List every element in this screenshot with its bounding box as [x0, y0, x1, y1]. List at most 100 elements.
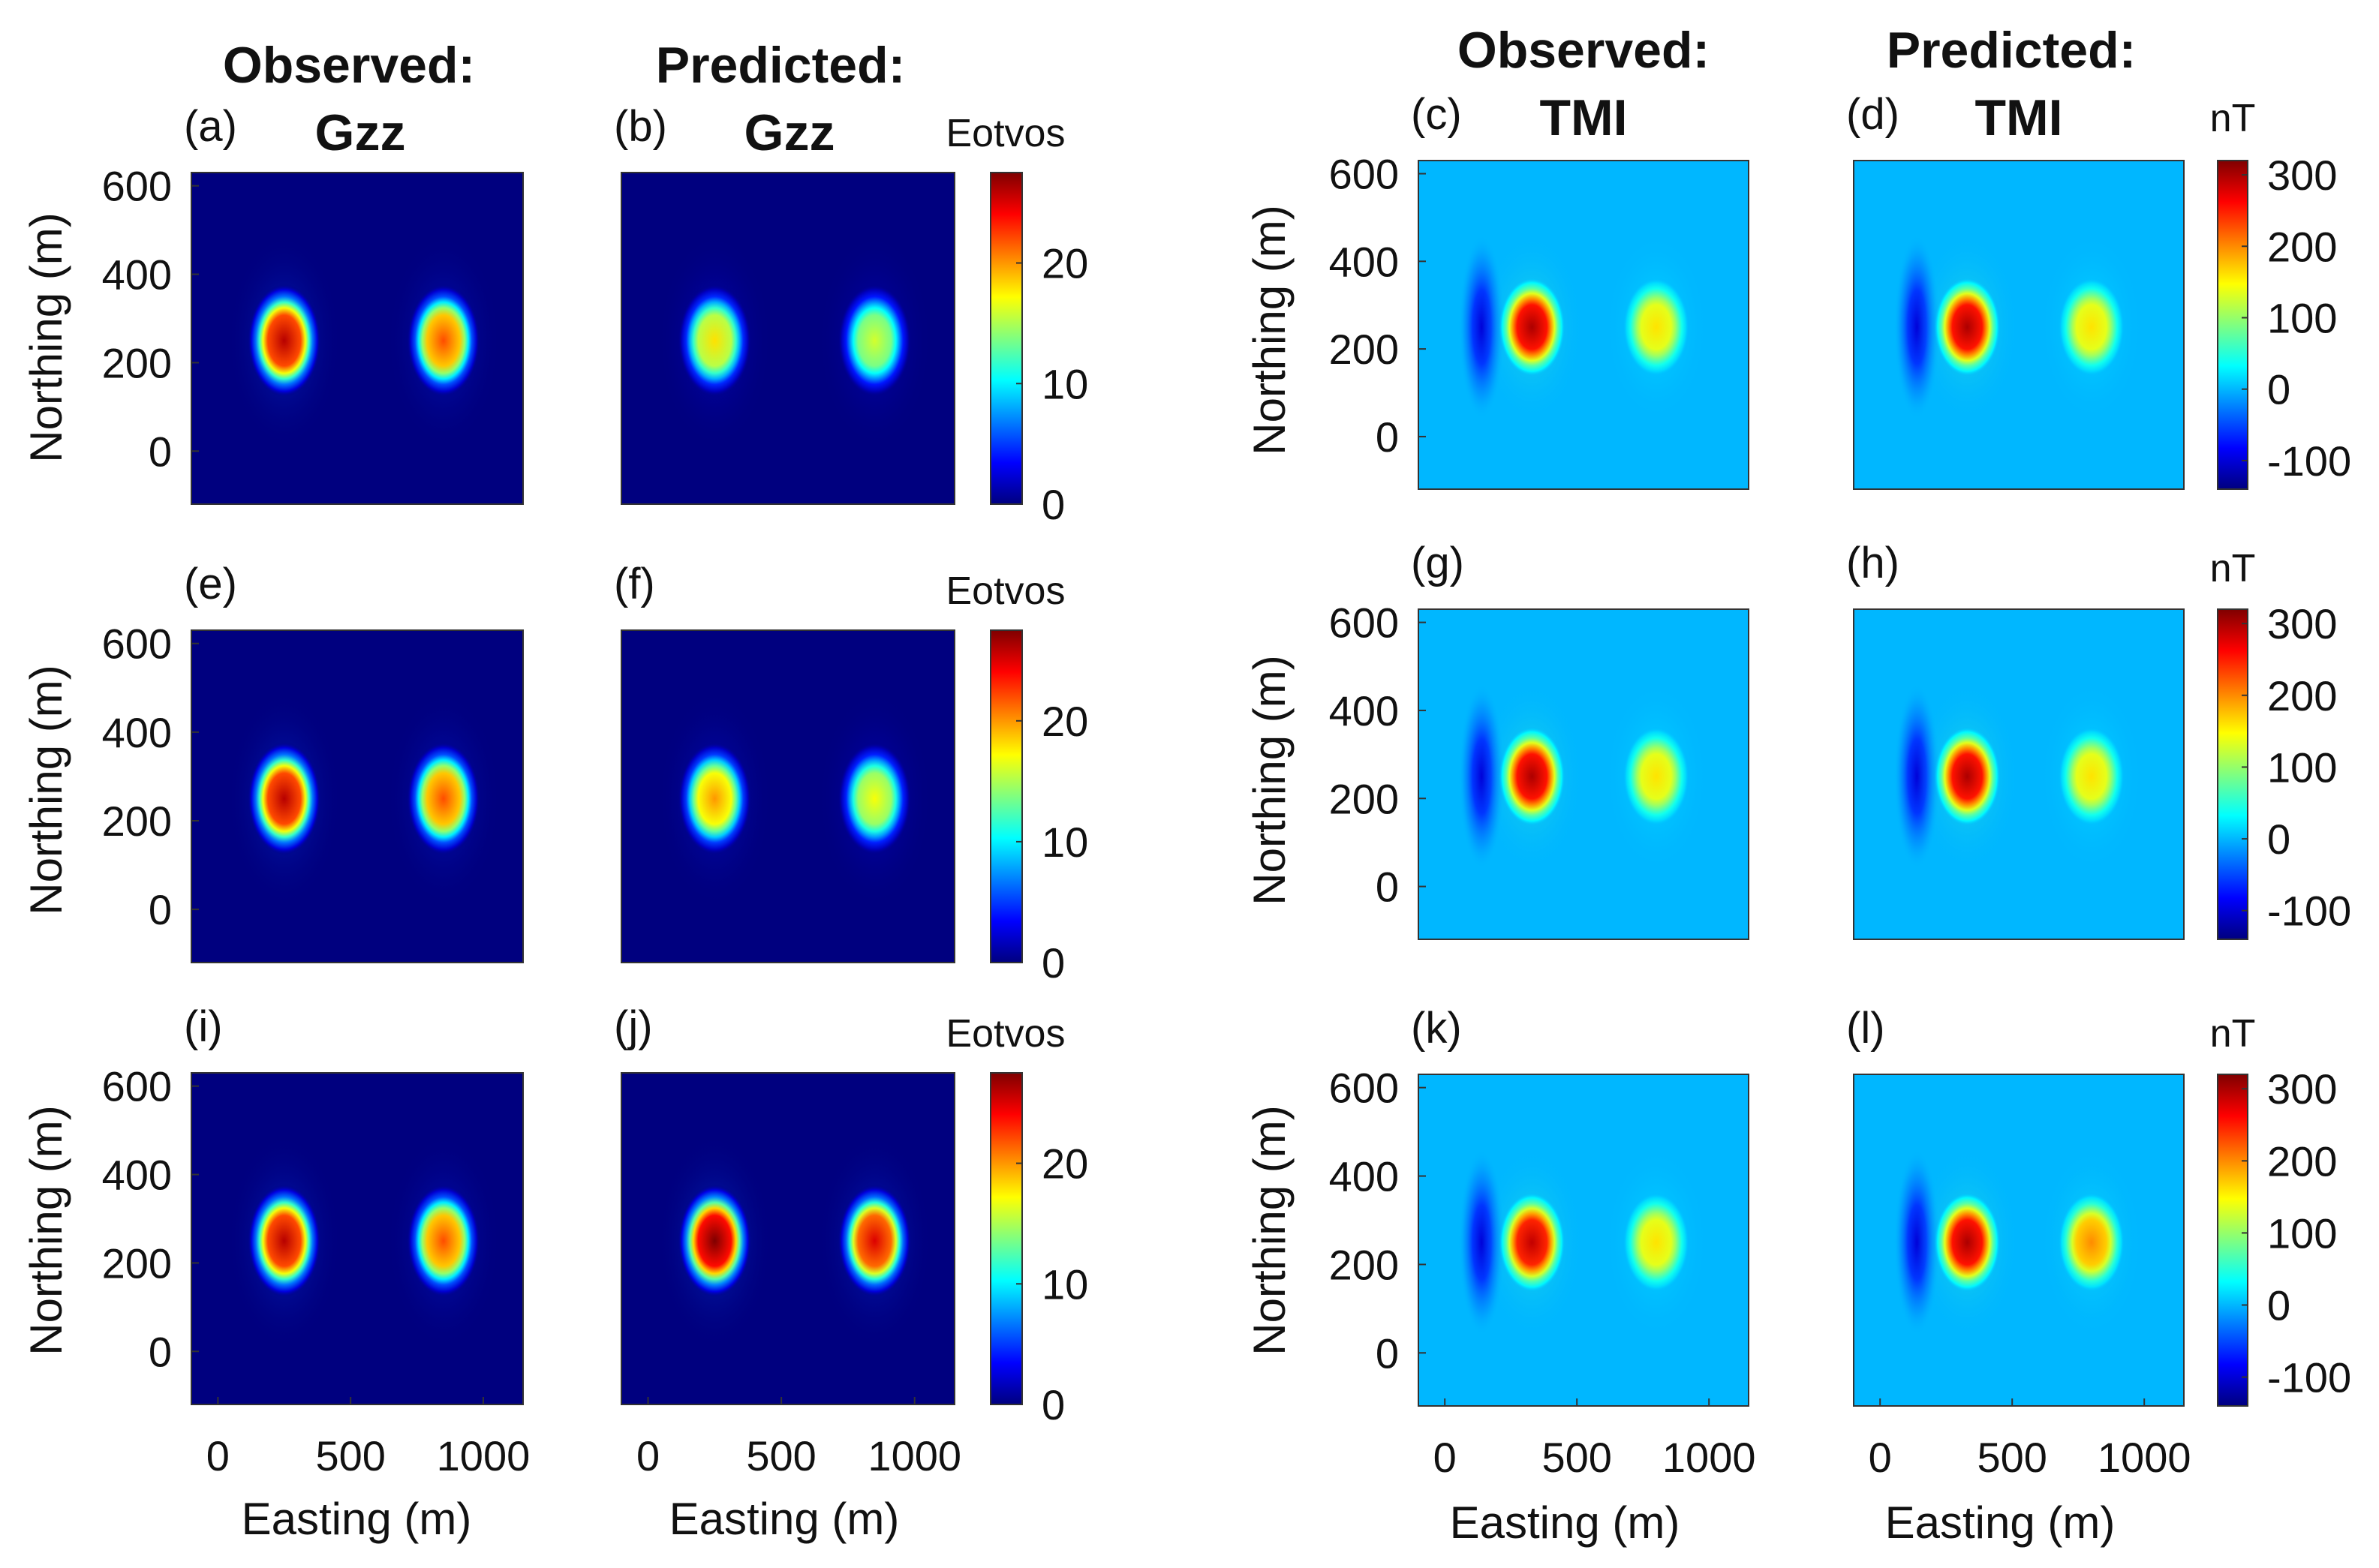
panel-k-frame — [1418, 1074, 1749, 1407]
y-tick-g-200: 200 — [1329, 775, 1399, 822]
colorbar-tick-tmi-row2--100: -100 — [2267, 888, 2351, 935]
colorbar-gzz-row2: 0 10 20 — [990, 629, 1088, 987]
colorbar-tick-gzz-row3-10: 10 — [1042, 1260, 1088, 1308]
panel-j-frame — [621, 1072, 955, 1405]
panel-d-anomaly-3 — [2058, 278, 2125, 377]
col2-title-line1: Predicted: — [656, 37, 906, 94]
y-tick-a-200: 200 — [102, 339, 172, 386]
col2-title-line2: Gzz — [744, 104, 835, 161]
panel-f-anomaly-1 — [678, 742, 752, 855]
panel-label-e: (e) — [184, 560, 237, 608]
colorbar-tick-tmi-row3-0: 0 — [2267, 1281, 2290, 1329]
y-axis-label-4: Northing (m) — [1244, 205, 1295, 455]
panel-label-k: (k) — [1411, 1004, 1462, 1053]
x-tick-i-0: 0 — [206, 1432, 230, 1479]
panel-g: (g) 0 200 400 600 — [1329, 539, 1749, 940]
y-tick-g-400: 400 — [1329, 687, 1399, 734]
x-tick-l-0: 0 — [1869, 1434, 1892, 1481]
colorbar-tick-gzz-row2-0: 0 — [1042, 939, 1065, 987]
colorbar-tick-gzz-row1-0: 0 — [1042, 481, 1065, 528]
colorbar-unit-tmi-row1: nT — [2210, 97, 2256, 140]
y-tick-k-600: 600 — [1329, 1065, 1399, 1112]
panel-l: (l) 0 500 1000 — [1846, 1004, 2191, 1481]
panel-f: (f) — [614, 560, 955, 963]
y-tick-a-0: 0 — [149, 428, 172, 475]
panel-b-anomaly-1 — [678, 284, 752, 398]
panel-a-frame — [191, 172, 524, 505]
y-tick-k-200: 200 — [1329, 1241, 1399, 1288]
y-axis-label-6: Northing (m) — [1244, 1105, 1295, 1355]
panel-i-anomaly-1 — [248, 1184, 321, 1298]
colorbar-tick-tmi-row3-100: 100 — [2267, 1209, 2337, 1257]
col1-title-line2: Gzz — [315, 104, 406, 161]
panel-label-d: (d) — [1846, 90, 1899, 139]
panel-a-anomaly-2 — [407, 284, 480, 398]
colorbar-tick-gzz-row1-20: 20 — [1042, 240, 1088, 287]
colorbar-tick-tmi-row3-200: 200 — [2267, 1137, 2337, 1185]
colorbar-tick-gzz-row3-20: 20 — [1042, 1140, 1088, 1188]
colorbar-tick-gzz-row1-10: 10 — [1042, 360, 1088, 407]
y-tick-e-200: 200 — [102, 798, 172, 845]
panel-b-anomaly-2 — [838, 284, 912, 398]
panel-c-anomaly-3 — [1623, 278, 1689, 377]
colorbar-gzz-row1-scale — [990, 172, 1023, 505]
y-axis-label-5: Northing (m) — [1244, 655, 1295, 905]
colorbar-tmi-row2-scale — [2217, 608, 2248, 940]
panel-d-frame — [1853, 160, 2185, 490]
panel-h-anomaly-3 — [2058, 726, 2125, 826]
panel-b-frame — [621, 172, 955, 505]
y-tick-i-0: 0 — [149, 1328, 172, 1375]
x-tick-i-500: 500 — [315, 1432, 385, 1479]
x-tick-l-500: 500 — [1977, 1434, 2047, 1481]
panel-i: (i) 0 200 400 600 0 500 1000 — [102, 1002, 531, 1479]
y-tick-c-200: 200 — [1329, 326, 1399, 373]
panel-d-anomaly-2 — [1934, 278, 2001, 377]
y-tick-a-400: 400 — [102, 251, 172, 299]
panel-b: (b) — [614, 102, 955, 505]
panel-label-b: (b) — [614, 102, 667, 151]
panel-l-anomaly-3 — [2058, 1192, 2125, 1293]
colorbar-tmi-row2: -100 0 100 200 300 — [2217, 600, 2351, 940]
colorbar-tmi-row3: -100 0 100 200 300 — [2217, 1065, 2351, 1407]
panel-g-anomaly-2 — [1499, 726, 1565, 826]
y-axis-label-1: Northing (m) — [21, 212, 71, 462]
colorbar-unit-tmi-row2: nT — [2210, 547, 2256, 590]
y-tick-e-0: 0 — [149, 886, 172, 933]
panel-c-frame — [1418, 160, 1749, 490]
panel-h: (h) — [1846, 539, 2185, 940]
col4-title-line2: TMI — [1974, 89, 2062, 146]
panel-k-anomaly-3 — [1623, 1192, 1689, 1293]
colorbar-tick-tmi-row3-300: 300 — [2267, 1065, 2337, 1113]
panel-j-anomaly-2 — [838, 1184, 912, 1298]
x-axis-label-3: Easting (m) — [1450, 1497, 1680, 1548]
panel-c: (c) 0 200 400 600 — [1329, 90, 1749, 490]
colorbar-tick-tmi-row1--100: -100 — [2267, 437, 2351, 485]
panel-e-frame — [191, 629, 524, 963]
col1-title-line1: Observed: — [223, 37, 475, 94]
panel-label-h: (h) — [1846, 539, 1899, 587]
colorbar-unit-gzz-row1: Eotvos — [946, 112, 1066, 155]
panel-label-c: (c) — [1411, 90, 1462, 139]
colorbar-gzz-row1: 0 10 20 — [990, 172, 1088, 528]
panel-i-frame — [191, 1072, 524, 1405]
colorbar-gzz-row2-scale — [990, 629, 1023, 963]
colorbar-tick-tmi-row2-100: 100 — [2267, 743, 2337, 791]
colorbar-tick-tmi-row1-100: 100 — [2267, 294, 2337, 341]
colorbar-tick-tmi-row1-0: 0 — [2267, 366, 2290, 413]
colorbar-tmi-row3-scale — [2217, 1074, 2248, 1407]
panel-i-anomaly-2 — [407, 1184, 480, 1298]
y-tick-g-0: 0 — [1376, 864, 1399, 911]
panel-d: (d) — [1846, 90, 2185, 490]
panel-label-g: (g) — [1411, 539, 1464, 587]
colorbar-unit-gzz-row2: Eotvos — [946, 569, 1066, 613]
colorbar-tick-gzz-row2-20: 20 — [1042, 698, 1088, 745]
colorbar-tick-tmi-row1-200: 200 — [2267, 223, 2337, 270]
y-tick-c-600: 600 — [1329, 151, 1399, 198]
y-tick-e-400: 400 — [102, 709, 172, 756]
panel-f-frame — [621, 629, 955, 963]
colorbar-unit-tmi-row3: nT — [2210, 1012, 2256, 1056]
x-tick-j-1000: 1000 — [868, 1432, 961, 1479]
colorbar-tick-gzz-row3-0: 0 — [1042, 1381, 1065, 1428]
